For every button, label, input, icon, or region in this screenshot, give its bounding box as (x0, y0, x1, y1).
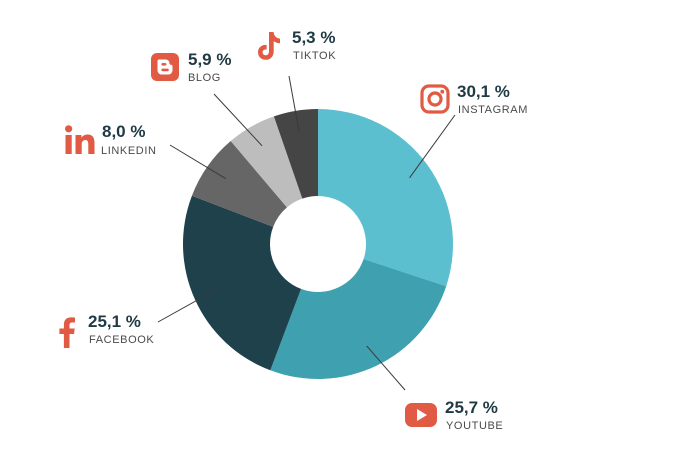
slice-linkedin (191, 141, 287, 227)
leader-line-linkedin (169, 144, 227, 180)
value-facebook: 25,1 % (88, 312, 141, 331)
tiktok-icon (258, 32, 280, 60)
leader-line-facebook (157, 289, 216, 323)
slice-blog (230, 116, 303, 208)
instagram-icon (420, 84, 450, 114)
leader-line-instagram (409, 114, 456, 179)
youtube-icon (405, 403, 437, 427)
name-tiktok: TIKTOK (293, 50, 337, 62)
name-linkedin: LINKEDIN (101, 145, 157, 157)
name-instagram: INSTAGRAM (458, 104, 528, 116)
slice-facebook (183, 195, 302, 371)
value-tiktok: 5,3 % (292, 28, 336, 47)
linkedin-icon (65, 125, 95, 154)
value-instagram: 30,1 % (457, 82, 510, 101)
slice-youtube (270, 259, 447, 379)
name-facebook: FACEBOOK (89, 334, 155, 346)
leader-line-tiktok (288, 75, 300, 133)
value-blog: 5,9 % (188, 50, 232, 69)
name-blog: BLOG (188, 72, 221, 84)
value-linkedin: 8,0 % (102, 122, 146, 141)
slice-instagram (318, 109, 453, 287)
facebook-icon (59, 317, 75, 348)
slice-tiktok (273, 109, 318, 199)
leader-line-youtube (366, 345, 406, 391)
blog-icon (151, 53, 179, 81)
leader-line-blog (213, 93, 263, 147)
name-youtube: YOUTUBE (446, 420, 504, 432)
value-youtube: 25,7 % (445, 398, 498, 417)
